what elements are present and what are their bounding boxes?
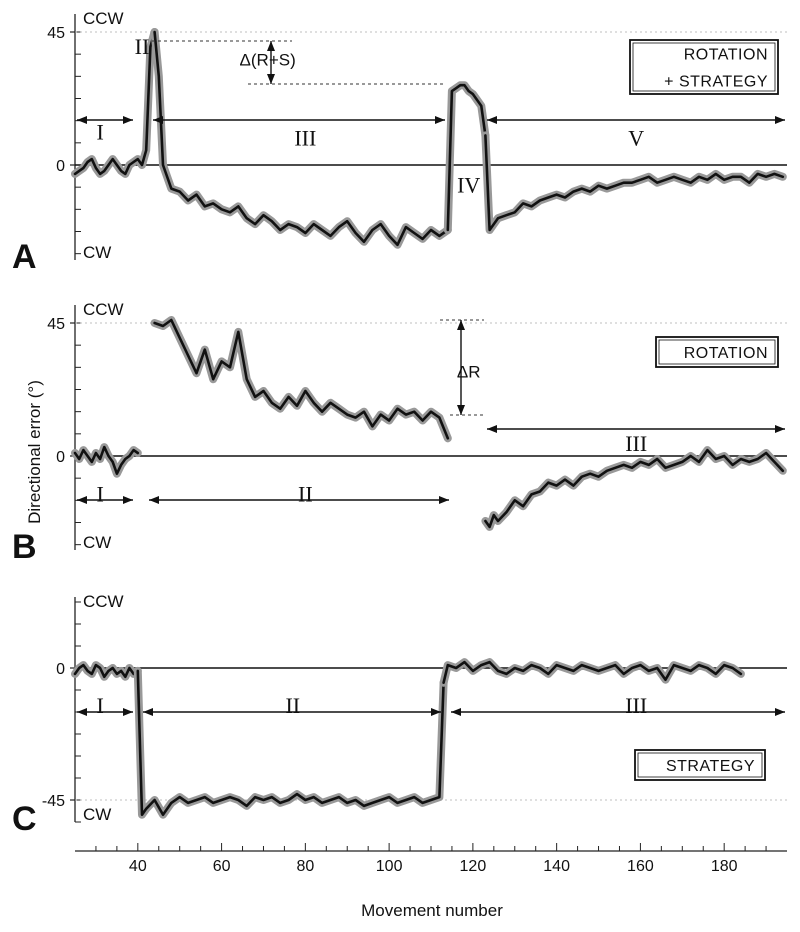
phase-label: III xyxy=(625,431,647,456)
phase-label: III xyxy=(625,693,647,718)
delta-label: Δ(R+S) xyxy=(240,51,296,70)
y-tick-label: 45 xyxy=(47,25,65,42)
condition-label: ROTATION xyxy=(684,345,768,362)
panel-letter: C xyxy=(12,800,37,838)
x-axis-title: Movement number xyxy=(361,901,503,920)
condition-label-box: ROTATION xyxy=(655,336,779,368)
phase-label: IV xyxy=(457,173,480,198)
phase-label: I xyxy=(96,481,103,506)
x-tick-label: 180 xyxy=(711,858,738,875)
y-tick-label: 0 xyxy=(56,449,65,466)
x-tick-label: 80 xyxy=(296,858,314,875)
condition-box-inner xyxy=(632,42,776,92)
condition-box-inner xyxy=(658,339,776,365)
phase-label: I xyxy=(96,119,103,144)
phase-label: II xyxy=(298,481,313,506)
y-tick-label: 45 xyxy=(47,316,65,333)
condition-box-outline xyxy=(629,39,779,95)
series-band xyxy=(150,316,452,443)
series-band xyxy=(443,81,490,234)
condition-label-box: STRATEGY xyxy=(634,749,766,781)
cw-label: CW xyxy=(83,805,111,824)
phase-label: III xyxy=(294,125,316,150)
condition-label: ROTATION xyxy=(684,47,768,64)
x-tick-label: 40 xyxy=(129,858,147,875)
series-line xyxy=(136,669,445,816)
cw-label: CW xyxy=(83,243,111,262)
x-tick-label: 60 xyxy=(213,858,231,875)
series-line xyxy=(442,660,743,684)
condition-box-inner xyxy=(637,752,763,778)
panel-letter: B xyxy=(12,528,37,566)
y-tick-label: -45 xyxy=(42,793,65,810)
ccw-label: CCW xyxy=(83,592,124,611)
series-line xyxy=(73,30,156,176)
ccw-label: CCW xyxy=(83,9,124,28)
phase-label: V xyxy=(628,125,644,150)
y-tick-label: 0 xyxy=(56,158,65,175)
x-axis: 40 60 80 100 120 140 160 180 Movement number xyxy=(75,843,787,920)
condition-label-box: ROTATION + STRATEGY xyxy=(629,39,779,95)
condition-label: STRATEGY xyxy=(666,758,755,775)
series-line xyxy=(484,134,785,232)
phase-label: I xyxy=(96,693,103,718)
series-line xyxy=(153,318,450,440)
condition-label: + STRATEGY xyxy=(664,74,768,91)
x-tick-label: 120 xyxy=(460,858,487,875)
phase-label: II xyxy=(135,34,150,59)
ccw-label: CCW xyxy=(83,300,124,319)
series-line xyxy=(446,83,487,232)
x-tick-label: 140 xyxy=(543,858,570,875)
y-axis-title: Directional error (°) xyxy=(25,380,44,524)
series-line xyxy=(484,448,785,529)
x-tick-label: 160 xyxy=(627,858,654,875)
y-tick-label: 0 xyxy=(56,661,65,678)
series-band xyxy=(439,658,745,687)
series-line xyxy=(153,30,450,247)
condition-box-outline xyxy=(634,749,766,781)
panel-letter: A xyxy=(12,238,37,276)
phase-label: II xyxy=(285,693,300,718)
condition-box-outline xyxy=(655,336,779,368)
series-line xyxy=(73,445,140,475)
cw-label: CW xyxy=(83,533,111,552)
series-line xyxy=(73,663,140,679)
x-tick-label: 100 xyxy=(376,858,403,875)
